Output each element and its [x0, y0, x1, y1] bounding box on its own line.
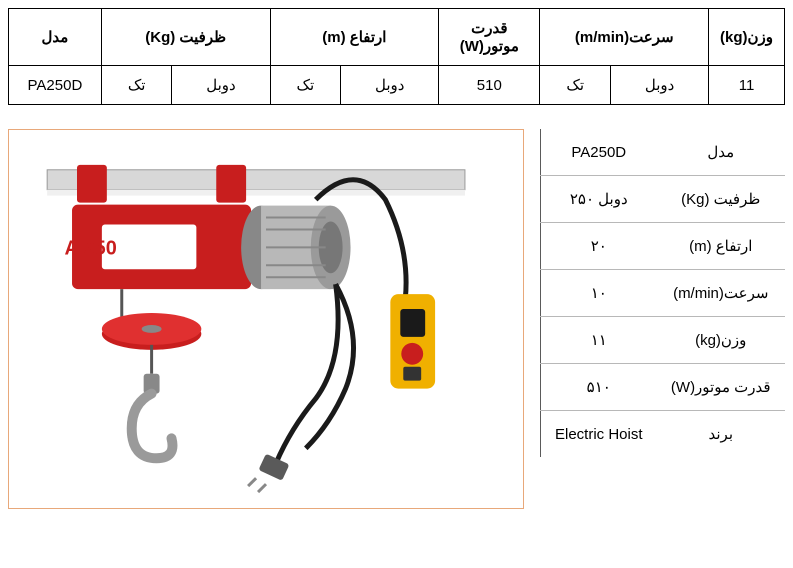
cell-height-double: دوبل	[341, 66, 439, 105]
header-speed: سرعت(m/min)	[540, 9, 709, 66]
header-row: وزن(kg) سرعت(m/min) قدرت موتور(W) ارتفاع…	[9, 9, 785, 66]
cell-cap-double: دوبل	[172, 66, 270, 105]
spec-label: مدل	[657, 129, 786, 176]
product-label: A 250	[64, 237, 116, 259]
cell-speed-double: دوبل	[611, 66, 709, 105]
header-height: ارتفاع (m)	[270, 9, 439, 66]
spec-value: PA250D	[541, 129, 657, 176]
spec-value: Electric Hoist	[541, 411, 657, 458]
header-weight: وزن(kg)	[709, 9, 785, 66]
spec-row: قدرت موتور(W) ۵۱۰	[541, 364, 786, 411]
product-image-box: A 250	[8, 129, 524, 509]
cell-model: PA250D	[9, 66, 102, 105]
header-capacity: ظرفیت (Kg)	[101, 9, 270, 66]
spec-value: ۲۰	[541, 223, 657, 270]
spec-value: ۱۰	[541, 270, 657, 317]
spec-row: ارتفاع (m) ۲۰	[541, 223, 786, 270]
cell-speed-single: تک	[540, 66, 611, 105]
spec-value: ۱۱	[541, 317, 657, 364]
header-model: مدل	[9, 9, 102, 66]
table-row: 11 دوبل تک 510 دوبل تک دوبل تک PA250D	[9, 66, 785, 105]
header-motor: قدرت موتور(W)	[439, 9, 540, 66]
spec-label: ارتفاع (m)	[657, 223, 786, 270]
cell-weight: 11	[709, 66, 785, 105]
spec-value: ۵۱۰	[541, 364, 657, 411]
spec-row: ظرفیت (Kg) دوبل ۲۵۰	[541, 176, 786, 223]
spec-value: دوبل ۲۵۰	[541, 176, 657, 223]
specifications-detail-table: مدل PA250D ظرفیت (Kg) دوبل ۲۵۰ ارتفاع (m…	[540, 129, 785, 457]
cell-cap-single: تک	[101, 66, 172, 105]
spec-label: وزن(kg)	[657, 317, 786, 364]
spec-row: سرعت(m/min) ۱۰	[541, 270, 786, 317]
spec-label: قدرت موتور(W)	[657, 364, 786, 411]
spec-row: برند Electric Hoist	[541, 411, 786, 458]
spec-row: وزن(kg) ۱۱	[541, 317, 786, 364]
spec-label: سرعت(m/min)	[657, 270, 786, 317]
bottom-section: مدل PA250D ظرفیت (Kg) دوبل ۲۵۰ ارتفاع (m…	[8, 129, 785, 509]
hoist-illustration: A 250	[9, 130, 523, 508]
cell-height-single: تک	[270, 66, 341, 105]
spec-row: مدل PA250D	[541, 129, 786, 176]
spec-label: برند	[657, 411, 786, 458]
spec-label: ظرفیت (Kg)	[657, 176, 786, 223]
cell-motor: 510	[439, 66, 540, 105]
specifications-header-table: وزن(kg) سرعت(m/min) قدرت موتور(W) ارتفاع…	[8, 8, 785, 105]
